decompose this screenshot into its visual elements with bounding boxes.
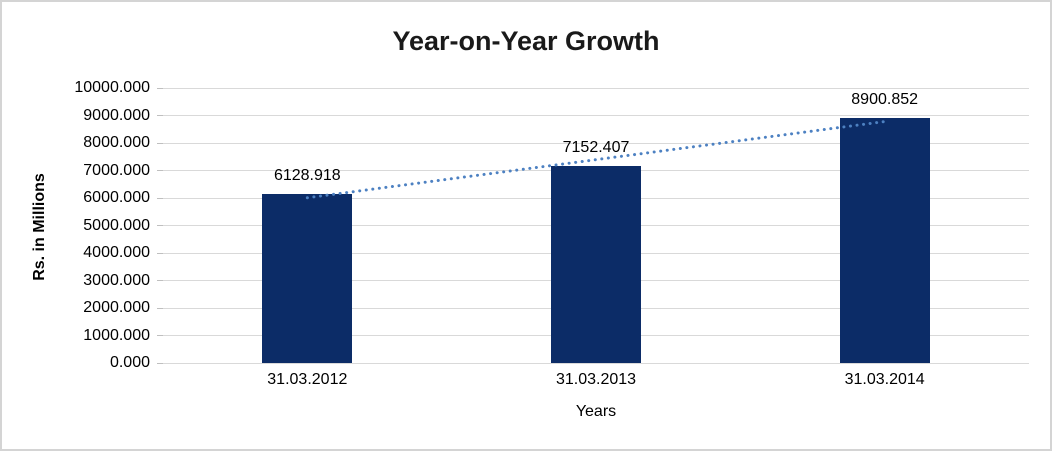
bar-value-label: 6128.918 [273,167,341,185]
y-axis-tickmark [157,87,163,89]
y-axis-tickmark [157,280,163,281]
y-gridline [163,115,1029,116]
y-tick-label: 4000.000 [83,244,150,261]
bar-value-label: 8900.852 [851,91,919,109]
y-tick-label: 5000.000 [83,216,150,234]
y-gridline [163,362,1029,364]
y-axis-tickmark [157,252,163,254]
y-axis-tickmark [157,142,163,144]
y-tick-label: 6000.000 [83,189,150,206]
bar-value-label: 7152.407 [562,139,630,157]
x-tick-label: 31.03.2012 [267,371,348,388]
bar [839,118,930,363]
y-tick-label: 3000.000 [83,271,150,289]
y-tick-label: 0.000 [109,354,150,371]
y-gridline [163,87,1029,89]
y-axis-tickmark [157,225,163,226]
bar [262,194,353,363]
y-tick-label: 8000.000 [83,134,150,151]
x-tick-label: 31.03.2014 [844,371,925,388]
y-axis-tickmark [157,362,163,364]
y-tick-label: 7000.000 [83,161,150,179]
bar [551,166,641,363]
y-tick-label: 9000.000 [83,106,150,124]
y-axis-tickmark [157,335,163,336]
y-tick-label: 10000.000 [74,79,150,96]
y-axis-tickmark [157,307,163,309]
y-axis-tickmark [157,170,163,171]
y-axis-tickmark [157,115,163,116]
x-axis-title: Years [575,403,617,420]
y-axis-tickmark [157,197,163,199]
x-tick-label: 31.03.2013 [555,371,637,388]
chart-title: Year-on-Year Growth [392,26,660,56]
y-tick-label: 2000.000 [83,299,150,316]
y-tick-label: 1000.000 [83,326,150,344]
